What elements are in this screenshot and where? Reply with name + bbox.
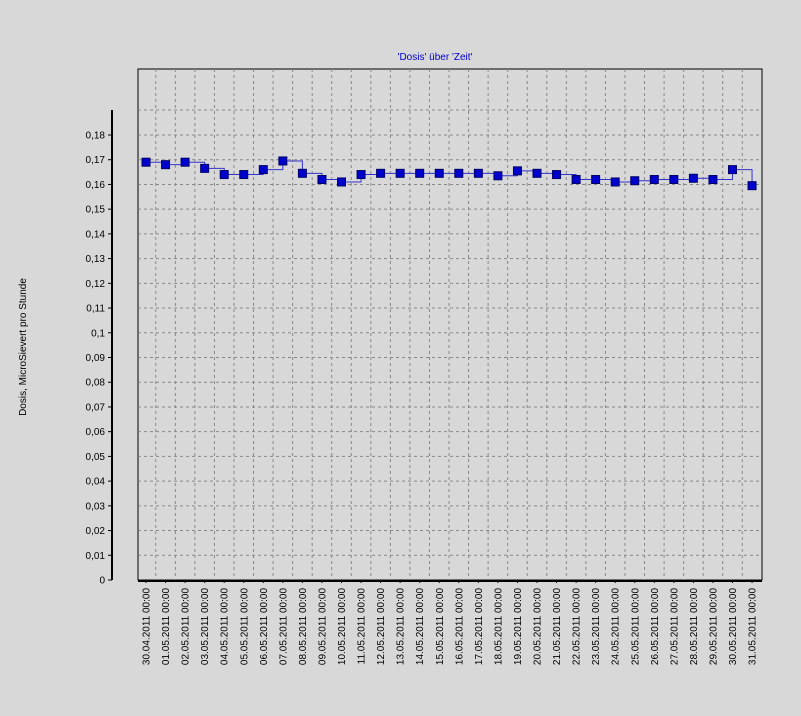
x-tick-label: 30.04.2011 00:00 bbox=[142, 588, 153, 666]
x-tick-label: 01.05.2011 00:00 bbox=[161, 588, 172, 666]
y-tick-label: 0,02 bbox=[86, 526, 106, 537]
x-tick-label: 06.05.2011 00:00 bbox=[259, 588, 270, 666]
x-tick-label: 05.05.2011 00:00 bbox=[239, 588, 250, 666]
data-point-marker bbox=[356, 170, 366, 180]
y-tick-label: 0,04 bbox=[86, 477, 106, 488]
y-tick-label: 0,11 bbox=[86, 304, 105, 315]
y-tick-label: 0,08 bbox=[86, 378, 106, 389]
data-point-marker bbox=[317, 175, 327, 184]
x-tick-label: 24.05.2011 00:00 bbox=[611, 588, 622, 666]
y-tick-label: 0,03 bbox=[86, 501, 106, 512]
data-point-marker bbox=[728, 165, 737, 175]
data-point-marker bbox=[454, 168, 464, 178]
y-tick-label: 0,06 bbox=[86, 427, 106, 438]
y-tick-label: 0,16 bbox=[86, 180, 106, 191]
x-tick-label: 21.05.2011 00:00 bbox=[552, 588, 563, 666]
plot-frame bbox=[137, 68, 763, 581]
chart-title: 'Dosis' über 'Zeit' bbox=[398, 52, 473, 63]
x-tick-label: 19.05.2011 00:00 bbox=[513, 588, 524, 666]
data-point-marker bbox=[610, 177, 620, 187]
x-tick-label: 25.05.2011 00:00 bbox=[630, 588, 641, 666]
x-tick-label: 27.05.2011 00:00 bbox=[669, 588, 680, 666]
y-tick-label: 0,09 bbox=[86, 353, 106, 364]
y-tick-label: 0,12 bbox=[86, 279, 106, 290]
data-point-marker bbox=[571, 175, 581, 184]
data-point-marker bbox=[473, 168, 483, 178]
data-point-marker bbox=[415, 168, 425, 178]
data-point-marker bbox=[180, 157, 190, 167]
x-tick-label: 09.05.2011 00:00 bbox=[317, 588, 328, 666]
x-tick-label: 12.05.2011 00:00 bbox=[376, 588, 387, 666]
data-point-marker bbox=[258, 165, 268, 175]
x-tick-label: 14.05.2011 00:00 bbox=[415, 588, 426, 666]
y-tick-label: 0,17 bbox=[86, 155, 106, 166]
data-point-marker bbox=[630, 176, 640, 186]
data-point-marker bbox=[708, 175, 718, 184]
x-tick-label: 30.05.2011 00:00 bbox=[728, 588, 739, 666]
data-point-marker bbox=[747, 181, 757, 191]
x-tick-label: 13.05.2011 00:00 bbox=[396, 588, 407, 666]
data-point-marker bbox=[532, 168, 542, 178]
data-point-marker bbox=[395, 168, 405, 178]
x-tick-label: 11.05.2011 00:00 bbox=[357, 588, 368, 665]
data-point-marker bbox=[649, 175, 659, 184]
plot-area: 0 0,01 0,02 0,03 0,04 0,05 0,06 0,07 0,08 0,09 0,1… bbox=[86, 68, 763, 666]
data-point-marker bbox=[161, 160, 171, 170]
x-tick-label: 04.05.2011 00:00 bbox=[220, 588, 231, 666]
data-point-marker bbox=[337, 177, 346, 187]
y-tick-label: 0,15 bbox=[86, 205, 106, 216]
x-tick-label: 15.05.2011 00:00 bbox=[435, 588, 446, 666]
x-tick-label: 02.05.2011 00:00 bbox=[181, 588, 192, 666]
y-tick-label: 0 bbox=[99, 576, 105, 587]
data-point-marker bbox=[434, 168, 444, 178]
data-point-marker bbox=[200, 163, 210, 173]
x-tick-label: 26.05.2011 00:00 bbox=[650, 588, 661, 666]
data-point-marker bbox=[239, 170, 249, 180]
y-tick-label: 0,05 bbox=[86, 452, 106, 463]
data-point-marker bbox=[141, 157, 151, 167]
x-tick-label: 20.05.2011 00:00 bbox=[533, 588, 544, 666]
x-tick-label: 10.05.2011 00:00 bbox=[337, 588, 348, 666]
x-tick-label: 08.05.2011 00:00 bbox=[298, 588, 309, 666]
y-tick-label: 0,14 bbox=[86, 229, 106, 240]
y-tick-label: 0,18 bbox=[86, 131, 106, 142]
data-point-marker bbox=[591, 175, 601, 184]
data-point-marker bbox=[278, 156, 288, 166]
x-tick-label: 18.05.2011 00:00 bbox=[493, 588, 504, 666]
data-point-marker bbox=[552, 170, 562, 180]
x-tick-label: 07.05.2011 00:00 bbox=[278, 588, 289, 666]
y-tick-label: 0,13 bbox=[86, 254, 106, 265]
x-tick-label: 22.05.2011 00:00 bbox=[572, 588, 583, 666]
y-axis-label: Dosis, MicroSievert pro Stunde bbox=[18, 278, 29, 416]
x-tick-label: 23.05.2011 00:00 bbox=[591, 588, 602, 666]
data-point-marker bbox=[493, 171, 503, 181]
data-point-marker bbox=[669, 175, 679, 184]
x-tick-label: 17.05.2011 00:00 bbox=[474, 588, 485, 666]
x-tick-label: 31.05.2011 00:00 bbox=[748, 588, 759, 666]
y-tick-label: 0,07 bbox=[86, 402, 106, 413]
data-point-marker bbox=[219, 170, 229, 180]
x-tick-label: 29.05.2011 00:00 bbox=[708, 588, 719, 666]
y-tick-label: 0,01 bbox=[86, 551, 106, 562]
x-tick-label: 16.05.2011 00:00 bbox=[454, 588, 465, 666]
y-tick-label: 0,1 bbox=[91, 328, 105, 339]
x-tick-label: 03.05.2011 00:00 bbox=[200, 588, 211, 666]
data-point-marker bbox=[512, 166, 522, 176]
data-point-marker bbox=[297, 168, 307, 178]
data-point-marker bbox=[376, 168, 386, 178]
data-point-marker bbox=[688, 173, 698, 183]
x-tick-label: 28.05.2011 00:00 bbox=[689, 588, 700, 666]
